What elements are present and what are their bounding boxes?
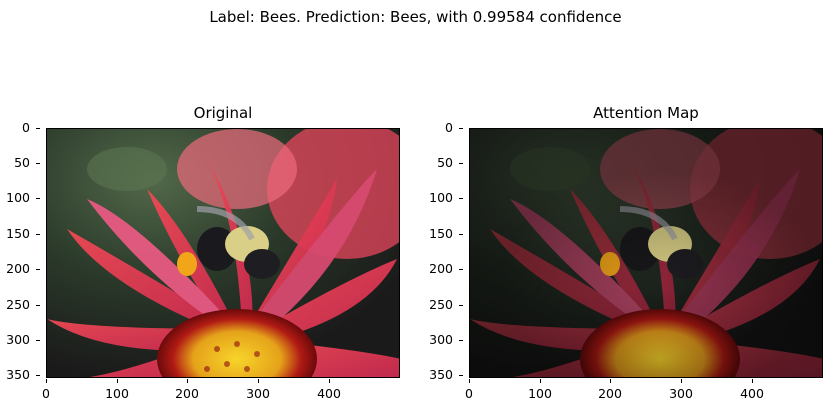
- ytick: 250: [423, 297, 463, 312]
- image-axes-attention: [469, 128, 823, 378]
- panel-original: Original: [6, 104, 400, 404]
- ytick: 250: [0, 297, 40, 312]
- ytick: 0: [0, 120, 40, 135]
- ytick: 300: [423, 332, 463, 347]
- panel-title-original: Original: [193, 104, 253, 122]
- xtick: 200: [167, 379, 207, 401]
- xtick: 400: [732, 379, 772, 401]
- xtick: 100: [97, 379, 137, 401]
- panel-title-attention: Attention Map: [593, 104, 699, 122]
- ytick: 50: [0, 155, 40, 170]
- ytick: 350: [423, 367, 463, 382]
- panel-attention: Attention Map: [429, 104, 823, 404]
- ytick: 150: [423, 226, 463, 241]
- xtick: 300: [661, 379, 701, 401]
- xtick: 0: [449, 379, 489, 401]
- bee-flower-attention-map: [470, 129, 822, 377]
- suptitle: Label: Bees. Prediction: Bees, with 0.99…: [209, 8, 622, 26]
- xtick: 400: [309, 379, 349, 401]
- ytick: 300: [0, 332, 40, 347]
- bee-flower-photo: [47, 129, 399, 377]
- ytick: 100: [0, 190, 40, 205]
- ytick: 350: [0, 367, 40, 382]
- ytick: 200: [0, 261, 40, 276]
- bee: [177, 206, 280, 279]
- ytick: 200: [423, 261, 463, 276]
- xtick: 0: [26, 379, 66, 401]
- ytick: 50: [423, 155, 463, 170]
- ytick: 150: [0, 226, 40, 241]
- xtick: 100: [520, 379, 560, 401]
- ytick: 100: [423, 190, 463, 205]
- image-axes-original: [46, 128, 400, 378]
- ytick: 0: [423, 120, 463, 135]
- xtick: 200: [590, 379, 630, 401]
- xtick: 300: [238, 379, 278, 401]
